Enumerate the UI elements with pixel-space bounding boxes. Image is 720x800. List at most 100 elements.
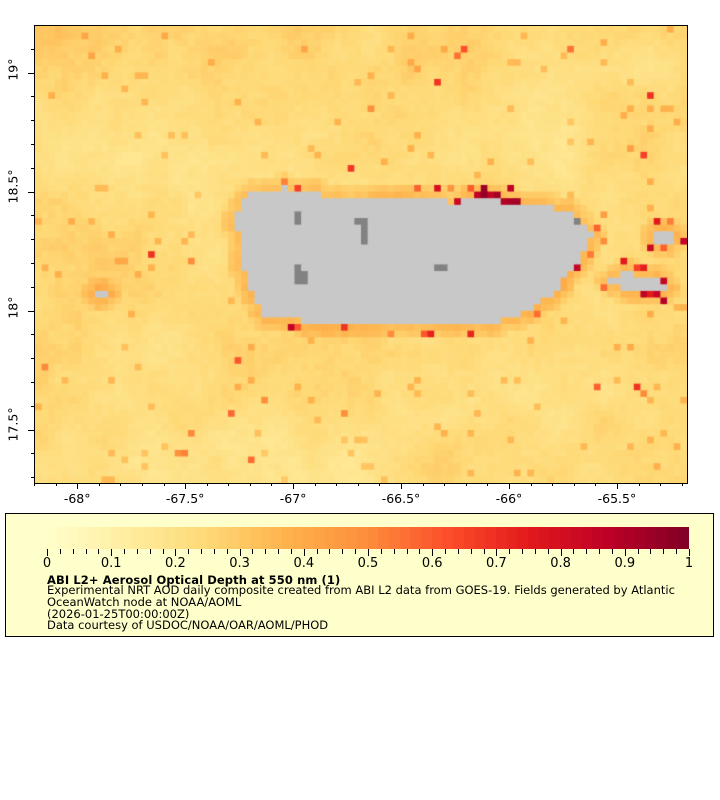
x-axis-tick: [336, 483, 338, 486]
description-line-2: OceanWatch node at NOAA/AOML: [47, 594, 242, 609]
y-axis-tick: [31, 334, 34, 336]
colorbar-tick: [86, 549, 87, 554]
colorbar-tick: [650, 549, 651, 554]
x-axis-tick: [77, 483, 79, 489]
colorbar-description: Experimental NRT AOD daily composite cre…: [47, 583, 707, 633]
colorbar-tick: [188, 549, 189, 554]
map-plot-area[interactable]: [34, 25, 688, 484]
y-axis-tick: [31, 405, 34, 407]
colorbar-tick: [98, 549, 99, 554]
colorbar-tick: [150, 549, 151, 554]
colorbar-tick: [163, 549, 164, 554]
y-axis-label: 18°: [5, 296, 21, 319]
x-axis-tick: [98, 483, 100, 486]
colorbar-tick: [663, 549, 664, 554]
colorbar-tick-label: 0.4: [293, 556, 315, 571]
y-axis-label: 18.5°: [5, 169, 21, 204]
colorbar[interactable]: [47, 527, 689, 549]
colorbar-tick-label: 0: [42, 556, 52, 571]
description-line-4: Data courtesy of USDOC/NOAA/OAR/AOML/PHO…: [47, 618, 329, 633]
colorbar-tick: [458, 549, 459, 554]
colorbar-title: ABI L2+ Aerosol Optical Depth at 550 nm …: [47, 573, 341, 587]
x-axis-tick: [141, 483, 143, 486]
colorbar-tick: [625, 549, 626, 556]
colorbar-tick-label: 0.3: [229, 556, 250, 571]
colorbar-tick: [124, 549, 125, 554]
x-axis-tick: [681, 483, 683, 486]
description-line-3: (2026-01-25T00:00:00Z): [47, 606, 190, 621]
x-axis-tick: [314, 483, 316, 486]
colorbar-tick: [278, 549, 279, 554]
colorbar-tick: [484, 549, 485, 554]
colorbar-tick: [496, 549, 497, 556]
x-axis-tick: [228, 483, 230, 486]
x-axis-label: -68°: [63, 491, 91, 506]
colorbar-tick: [291, 549, 292, 554]
x-axis-tick: [530, 483, 532, 486]
colorbar-tick: [137, 549, 138, 554]
colorbar-gradient: [47, 527, 689, 549]
colorbar-tick: [689, 549, 690, 556]
y-axis-tick: [31, 382, 34, 384]
x-axis-tick: [271, 483, 273, 486]
colorbar-tick: [522, 549, 523, 554]
colorbar-tick: [638, 549, 639, 554]
x-axis-tick: [660, 483, 662, 486]
description-line-1: Experimental NRT AOD daily composite cre…: [47, 583, 675, 597]
colorbar-tick: [342, 549, 343, 554]
colorbar-tick: [561, 549, 562, 556]
x-axis-label: -66.5°: [381, 491, 421, 506]
x-axis-tick: [34, 483, 35, 486]
x-axis-tick: [185, 483, 187, 489]
colorbar-tick: [612, 549, 613, 554]
y-axis-tick: [31, 263, 34, 265]
colorbar-tick-label: 0.7: [486, 556, 507, 571]
y-axis-tick: [31, 215, 34, 217]
colorbar-tick: [394, 549, 395, 554]
y-axis-tick: [31, 239, 34, 241]
colorbar-tick: [73, 549, 74, 554]
colorbar-tick: [304, 549, 305, 556]
colorbar-tick: [548, 549, 549, 554]
y-axis-label: 19°: [5, 58, 21, 81]
x-axis-tick: [163, 483, 165, 486]
colorbar-tick: [445, 549, 446, 554]
colorbar-tick-label: 0.5: [357, 556, 379, 571]
y-axis-tick: [28, 72, 34, 74]
x-axis-tick: [508, 483, 510, 489]
y-axis-tick: [31, 167, 34, 169]
colorbar-tick: [381, 549, 382, 554]
colorbar-tick-label: 0.1: [100, 556, 122, 571]
x-axis-tick: [552, 483, 554, 486]
x-axis-tick: [401, 483, 403, 489]
x-axis-tick: [465, 483, 467, 486]
y-axis-tick: [28, 429, 34, 431]
colorbar-tick: [676, 549, 677, 554]
x-axis-label: -66°: [495, 491, 523, 506]
y-axis-tick: [31, 453, 34, 455]
x-axis-tick: [638, 483, 640, 486]
colorbar-tick: [419, 549, 420, 554]
colorbar-tick: [355, 549, 356, 554]
colorbar-tick: [214, 549, 215, 554]
colorbar-tick: [432, 549, 433, 556]
x-axis-label: -67°: [279, 491, 307, 506]
colorbar-tick: [407, 549, 408, 554]
x-axis-tick: [293, 483, 295, 489]
x-axis-tick: [422, 483, 424, 486]
colorbar-tick: [573, 549, 574, 554]
x-axis-tick: [249, 483, 251, 486]
y-axis-tick: [31, 96, 34, 98]
x-axis-label: -67.5°: [165, 491, 205, 506]
colorbar-tick: [329, 549, 330, 554]
x-axis-tick: [573, 483, 575, 486]
x-axis-tick: [206, 483, 208, 486]
colorbar-tick: [265, 549, 266, 554]
colorbar-tick: [201, 549, 202, 554]
colorbar-tick: [509, 549, 510, 554]
map-panel: -68° -67.5° -67° -66.5° -66° -65.5° 19° 18.5° 18…: [5, 25, 688, 506]
y-axis-tick: [28, 310, 34, 312]
colorbar-tick: [368, 549, 369, 556]
colorbar-tick-label: 0.6: [421, 556, 443, 571]
colorbar-tick: [175, 549, 176, 556]
